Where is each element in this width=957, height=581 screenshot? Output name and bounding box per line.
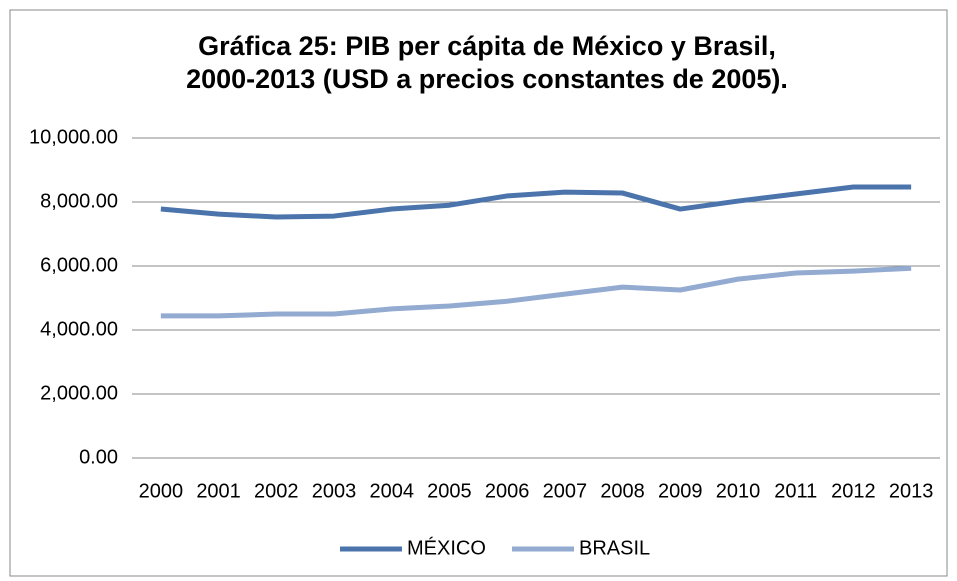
chart-border [9,9,948,577]
x-tick-label: 2006 [485,480,530,502]
y-tick-label: 2,000.00 [40,382,118,404]
y-tick-label: 8,000.00 [40,190,118,212]
legend-label: MÉXICO [407,536,486,559]
x-tick-label: 2001 [196,480,241,502]
x-tick-label: 2011 [774,480,817,502]
y-tick-label: 6,000.00 [40,254,118,276]
x-tick-label: 2008 [600,480,645,502]
x-tick-label: 2003 [312,480,357,502]
x-tick-label: 2007 [543,480,588,502]
x-tick-label: 2004 [369,480,414,502]
x-tick-label: 2009 [658,480,703,502]
series-line [160,184,912,220]
chart-title: Gráfica 25: PIB per cápita de México y B… [198,31,776,61]
chart-title: 2000-2013 (USD a precios constantes de 2… [186,64,788,94]
x-tick-label: 2000 [139,480,184,502]
y-tick-label: 0.00 [79,446,118,468]
x-tick-label: 2010 [716,480,761,502]
y-tick-label: 4,000.00 [40,318,118,340]
x-tick-label: 2002 [254,480,299,502]
x-tick-label: 2005 [427,480,472,502]
x-tick-label: 2012 [831,480,876,502]
legend-label: BRASIL [579,537,650,559]
x-tick-label: 2013 [889,480,934,502]
y-tick-label: 10,000.00 [29,126,118,148]
series-line [160,265,912,319]
